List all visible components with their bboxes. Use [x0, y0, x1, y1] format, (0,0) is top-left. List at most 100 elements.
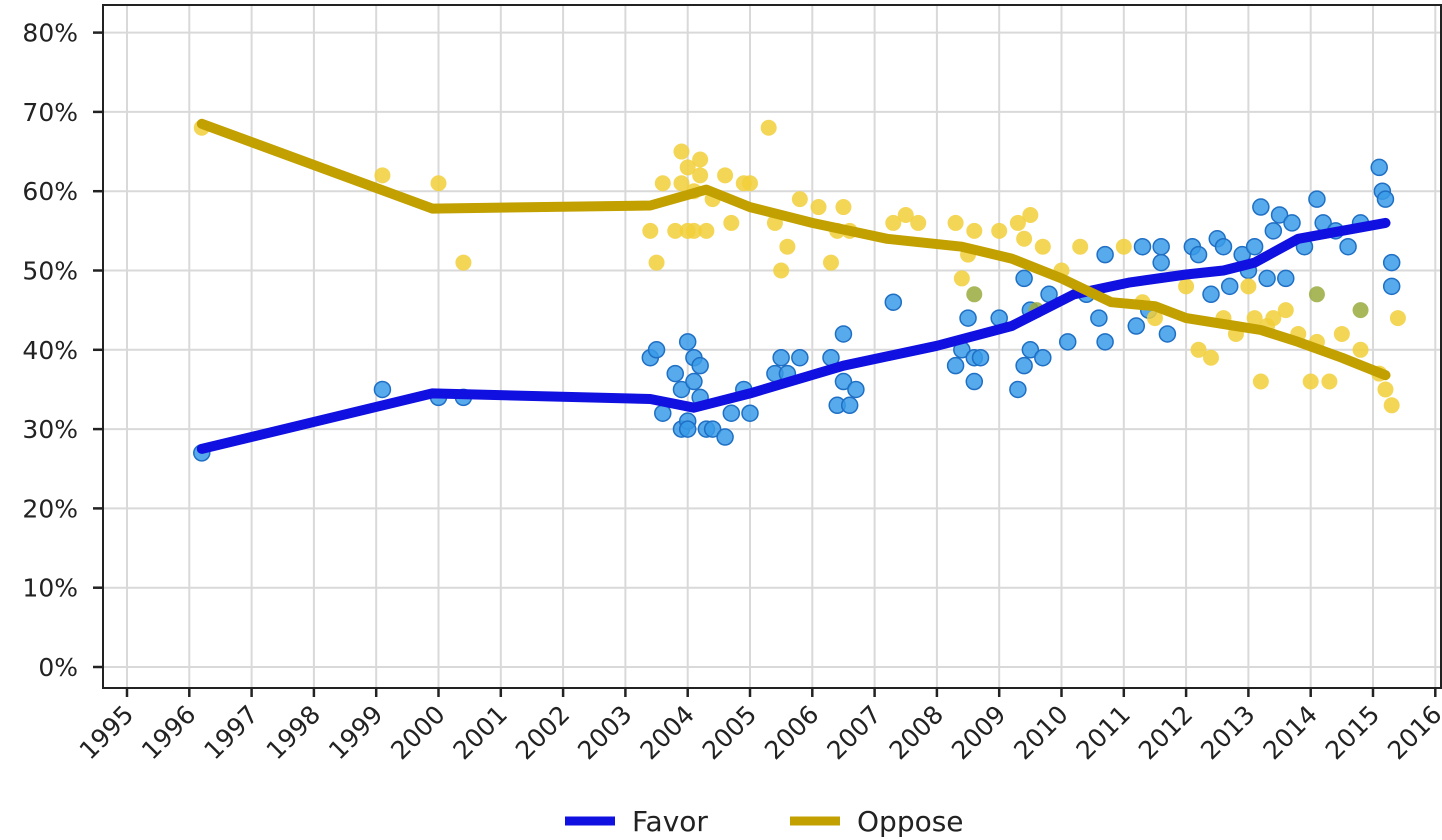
- oppose-data-point: [698, 222, 715, 239]
- oppose-data-point: [642, 222, 659, 239]
- oppose-data-point: [667, 222, 684, 239]
- oppose-data-point: [773, 262, 790, 279]
- favor-data-point: [1245, 237, 1264, 256]
- oppose-data-point: [673, 143, 690, 160]
- oppose-data-point: [1009, 214, 1026, 231]
- x-tick-label: 1998: [261, 700, 326, 765]
- oppose-data-point: [1115, 238, 1132, 255]
- oppose-data-point: [679, 159, 696, 176]
- x-tick-label: 1997: [198, 700, 263, 765]
- oppose-data-point: [1146, 310, 1163, 327]
- favor-data-point: [1220, 277, 1239, 296]
- oppose-data-point: [1333, 325, 1350, 342]
- x-tick-label: 1995: [74, 700, 139, 765]
- plot-frame: [102, 4, 1442, 689]
- x-tick-label: 2015: [1320, 700, 1385, 765]
- favor-data-point: [847, 380, 865, 399]
- favor-data-point: [1258, 269, 1276, 288]
- oppose-data-point: [1246, 310, 1263, 327]
- favor-data-point: [1096, 333, 1114, 351]
- oppose-data-point: [685, 222, 702, 239]
- favor-data-point: [971, 348, 990, 367]
- oppose-data-point: [1352, 341, 1369, 358]
- x-tick-label: 2012: [1133, 700, 1198, 765]
- favor-data-point: [647, 341, 666, 359]
- favor-data-point: [1015, 269, 1033, 288]
- oppose-data-point: [810, 199, 827, 216]
- x-tick-label: 1999: [323, 700, 388, 765]
- favor-data-point: [1376, 190, 1395, 208]
- x-tick-label: 2016: [1382, 700, 1442, 765]
- oppose-data-point: [991, 222, 1008, 239]
- y-tick-label: 80%: [22, 19, 78, 48]
- favor-data-point: [1127, 317, 1146, 335]
- favor-data-point: [1034, 348, 1052, 367]
- favor-data-point: [884, 293, 903, 311]
- favor-trend-line: [196, 217, 1391, 454]
- oppose-data-point: [1190, 341, 1207, 358]
- x-tick-label: 2001: [448, 700, 513, 765]
- favor-data-point: [840, 396, 859, 415]
- x-tick-label: 2002: [510, 700, 575, 765]
- oppose-data-point: [723, 214, 740, 231]
- favor-data-point: [1252, 198, 1270, 216]
- oppose-data-point: [1178, 278, 1195, 295]
- favor-data-point: [1308, 190, 1326, 208]
- y-tick-label: 20%: [22, 494, 78, 523]
- favor-data-point: [741, 404, 759, 422]
- favor-data-point: [678, 420, 697, 438]
- oppose-data-point: [1016, 230, 1033, 247]
- x-tick-label: 2010: [1008, 700, 1073, 765]
- x-tick-label: 2007: [821, 700, 886, 765]
- oppose-data-point: [1302, 373, 1319, 390]
- oppose-data-point: [1377, 381, 1394, 398]
- x-tick-label: 2004: [634, 700, 699, 765]
- x-tick-label: 2000: [385, 700, 450, 765]
- y-tick-label: 70%: [22, 98, 78, 127]
- favor-data-point: [1382, 277, 1401, 296]
- oppose-data-point: [1389, 310, 1406, 327]
- favor-data-point: [1189, 245, 1208, 264]
- oppose-data-point: [885, 214, 902, 231]
- overlap-data-point: [1308, 286, 1325, 303]
- favor-data-point: [834, 325, 853, 343]
- favor-data-point: [834, 372, 853, 391]
- favor-data-point: [1370, 158, 1388, 177]
- favor-data-point: [1058, 333, 1077, 351]
- favor-data-point: [965, 372, 984, 391]
- y-tick-label: 50%: [22, 257, 78, 286]
- oppose-data-point: [648, 254, 665, 271]
- trend-lines: [196, 118, 1391, 454]
- oppose-data-point: [953, 270, 970, 287]
- y-tick-label: 30%: [22, 415, 78, 444]
- oppose-data-point: [1034, 238, 1051, 255]
- oppose-data-point: [654, 175, 671, 192]
- y-tick-label: 40%: [22, 336, 78, 365]
- x-tick-label: 2006: [759, 700, 824, 765]
- x-tick-label: 2014: [1257, 700, 1322, 765]
- oppose-data-point: [791, 191, 808, 208]
- favor-data-point: [1152, 253, 1170, 272]
- legend-label-oppose: Oppose: [857, 805, 964, 838]
- favor-data-point: [716, 428, 734, 446]
- overlap-data-point: [1352, 302, 1369, 319]
- oppose-data-point: [430, 175, 447, 192]
- oppose-data-point: [1203, 349, 1220, 366]
- favor-data-point: [373, 380, 392, 399]
- oppose-data-point: [835, 199, 852, 216]
- favor-data-point: [672, 380, 691, 399]
- oppose-data-point: [455, 254, 472, 271]
- favor-data-point: [666, 364, 684, 383]
- x-tick-label: 2013: [1195, 700, 1260, 765]
- favor-data-point: [691, 356, 709, 375]
- favor-data-point: [1090, 309, 1108, 327]
- favor-data-point: [1264, 222, 1283, 240]
- favor-data-point: [772, 348, 790, 367]
- favor-data-point: [791, 348, 809, 367]
- oppose-data-point: [779, 238, 796, 255]
- oppose-data-point: [1265, 310, 1282, 327]
- oppose-data-point: [1072, 238, 1089, 255]
- favor-data-point: [946, 356, 965, 375]
